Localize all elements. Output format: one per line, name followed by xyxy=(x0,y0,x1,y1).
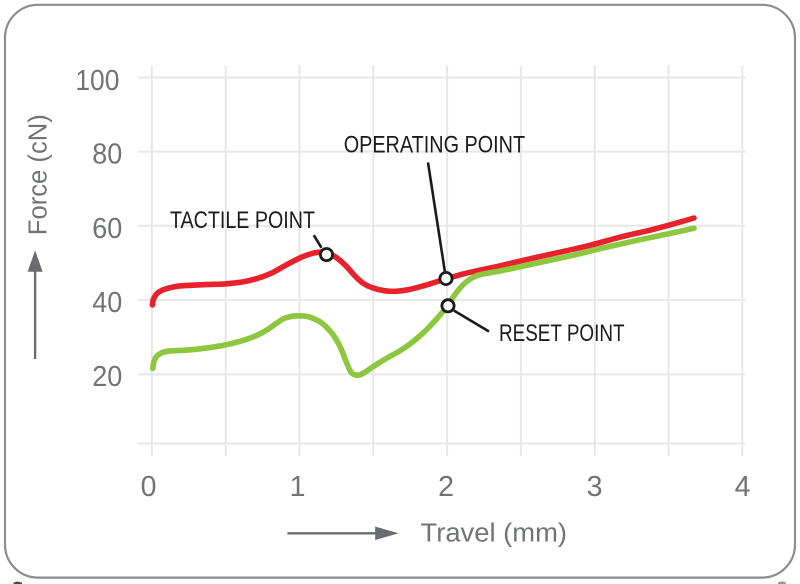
svg-text:2: 2 xyxy=(438,471,454,503)
svg-text:3: 3 xyxy=(587,471,603,503)
svg-text:0: 0 xyxy=(141,471,157,503)
svg-text:OPERATING POINT: OPERATING POINT xyxy=(344,132,525,159)
svg-text:20: 20 xyxy=(92,361,122,393)
svg-text:Travel (mm): Travel (mm) xyxy=(421,520,568,548)
svg-text:40: 40 xyxy=(92,287,122,319)
svg-text:4: 4 xyxy=(735,471,751,503)
svg-text:60: 60 xyxy=(92,213,122,245)
svg-text:Force (cN): Force (cN) xyxy=(25,114,53,235)
svg-text:RESET POINT: RESET POINT xyxy=(499,320,625,347)
svg-text:1: 1 xyxy=(290,471,306,503)
svg-text:100: 100 xyxy=(75,65,119,97)
svg-text:80: 80 xyxy=(92,139,122,171)
svg-text:TACTILE POINT: TACTILE POINT xyxy=(170,207,315,234)
